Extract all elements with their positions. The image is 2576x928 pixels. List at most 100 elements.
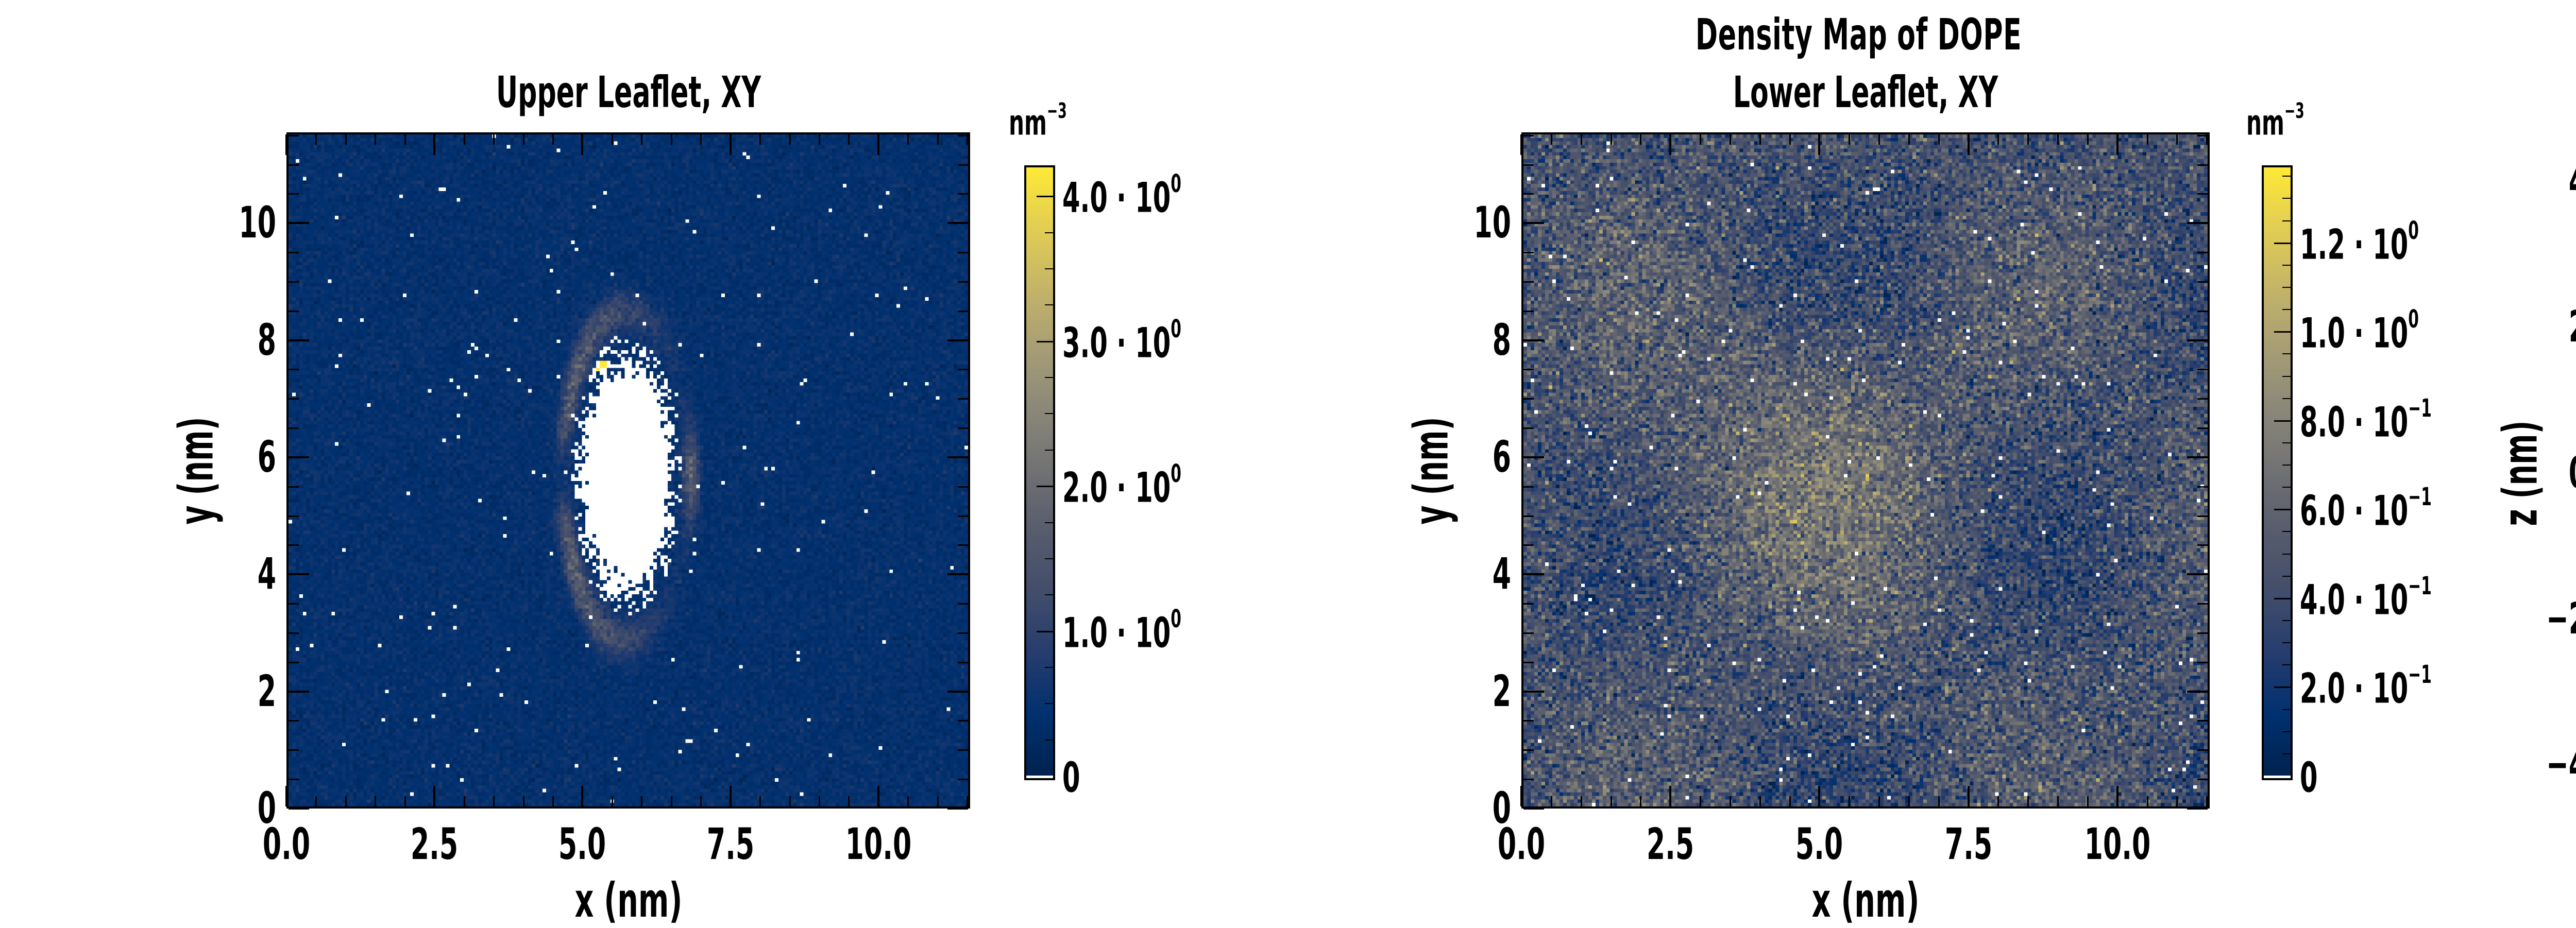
colorbar-tick-label: 8.0 · 10−1: [2300, 394, 2432, 446]
x-minor-tick: [463, 796, 465, 806]
y-minor-tick: [2197, 749, 2208, 751]
colorbar-minor-tick: [1045, 268, 1053, 269]
colorbar-minor-tick: [1045, 449, 1053, 451]
y-major-tick: [289, 339, 309, 341]
y-minor-tick: [289, 574, 299, 576]
y-minor-tick: [1523, 749, 1534, 751]
y-minor-tick: [2197, 808, 2208, 810]
x-minor-tick: [1849, 796, 1851, 806]
colorbar-tick-mantissa: 6.0 · 10: [2300, 487, 2409, 535]
x-minor-tick: [1700, 796, 1701, 806]
y-minor-tick: [958, 164, 968, 166]
colorbar-minor-tick: [2282, 242, 2291, 244]
x-minor-tick: [848, 134, 850, 145]
heatmap-axes: [1521, 132, 2210, 809]
x-minor-tick: [937, 796, 939, 806]
colorbar-minor-tick: [2282, 731, 2291, 732]
y-minor-tick: [2197, 691, 2208, 693]
x-minor-tick: [582, 134, 584, 145]
y-minor-tick: [289, 369, 299, 371]
y-minor-tick: [958, 398, 968, 400]
x-minor-tick: [1580, 134, 1582, 145]
y-minor-tick: [1523, 193, 1534, 195]
x-minor-tick: [730, 134, 732, 145]
y-minor-tick: [958, 661, 968, 663]
y-minor-tick: [289, 720, 299, 722]
colorbar: [1024, 165, 1055, 780]
x-minor-tick: [1789, 796, 1791, 806]
x-major-tick: [1669, 134, 1672, 155]
x-minor-tick: [611, 134, 613, 145]
y-minor-tick: [958, 632, 968, 634]
y-tick-label: 2: [257, 665, 276, 716]
colorbar-tick-mantissa: 1.0 · 10: [1062, 608, 1171, 657]
y-minor-tick: [289, 632, 299, 634]
x-minor-tick: [819, 134, 821, 145]
y-minor-tick: [289, 164, 299, 166]
x-minor-tick: [907, 134, 909, 145]
colorbar-unit-base: nm: [1009, 102, 1047, 144]
colorbar-tick-exponent: −1: [2408, 483, 2432, 512]
x-minor-tick: [1938, 796, 1940, 806]
x-minor-tick: [2206, 134, 2208, 145]
y-minor-tick: [289, 779, 299, 781]
x-minor-tick: [552, 134, 554, 145]
colorbar-minor-tick: [2282, 531, 2291, 532]
colorbar-minor-tick: [1045, 413, 1053, 415]
x-minor-tick: [1997, 796, 1999, 806]
y-minor-tick: [2197, 486, 2208, 488]
x-minor-tick: [552, 796, 554, 806]
x-major-tick: [1520, 134, 1522, 155]
x-minor-tick: [1580, 796, 1582, 806]
y-tick-label: 4: [257, 548, 276, 599]
colorbar-tick-mantissa: 1.0 · 10: [2300, 309, 2409, 357]
x-minor-tick: [1819, 796, 1821, 806]
y-minor-tick: [1523, 779, 1534, 781]
x-minor-tick: [582, 796, 584, 806]
y-axis-label: y (nm): [1403, 416, 1459, 525]
x-minor-tick: [375, 134, 377, 145]
x-minor-tick: [641, 134, 643, 145]
y-major-tick: [289, 690, 309, 693]
y-minor-tick: [289, 515, 299, 517]
x-minor-tick: [1640, 134, 1642, 145]
x-tick-label: 10.0: [2084, 819, 2150, 869]
y-minor-tick: [289, 310, 299, 312]
y-minor-tick: [2197, 339, 2208, 341]
colorbar-tick-exponent: 0: [1171, 459, 1181, 489]
y-tick-label: 2: [1492, 665, 1511, 716]
y-minor-tick: [1523, 603, 1534, 605]
x-minor-tick: [2146, 134, 2148, 145]
x-major-tick: [581, 134, 584, 155]
x-minor-tick: [967, 796, 969, 806]
y-minor-tick: [1523, 281, 1534, 283]
x-minor-tick: [522, 134, 524, 145]
y-minor-tick: [958, 779, 968, 781]
colorbar-minor-tick: [2282, 509, 2291, 510]
colorbar-tick-exponent: −1: [2408, 393, 2432, 423]
colorbar-under-band: [1026, 776, 1053, 778]
y-major-tick: [1523, 456, 1544, 458]
colorbar-unit-label: nm−3: [1009, 98, 1067, 144]
x-minor-tick: [1729, 796, 1731, 806]
y-minor-tick: [1523, 369, 1534, 371]
y-tick-label: 10: [1473, 197, 1511, 248]
colorbar-minor-tick: [2282, 686, 2291, 688]
x-minor-tick: [1610, 796, 1612, 806]
y-minor-tick: [958, 281, 968, 283]
y-minor-tick: [1523, 808, 1534, 810]
colorbar-minor-tick: [1045, 196, 1053, 197]
y-minor-tick: [2197, 398, 2208, 400]
colorbar-tick-label: 0: [2300, 749, 2318, 801]
colorbar-minor-tick: [2282, 664, 2291, 666]
x-minor-tick: [670, 796, 672, 806]
y-minor-tick: [289, 544, 299, 546]
y-tick-label: −4: [2546, 739, 2576, 790]
y-minor-tick: [2197, 632, 2208, 634]
x-minor-tick: [1997, 134, 1999, 145]
y-minor-tick: [1523, 691, 1534, 693]
x-minor-tick: [937, 134, 939, 145]
x-tick-label: 2.5: [1647, 819, 1694, 869]
panel-title: Lower Leaflet, XY: [1733, 67, 1998, 117]
x-minor-tick: [2206, 796, 2208, 806]
